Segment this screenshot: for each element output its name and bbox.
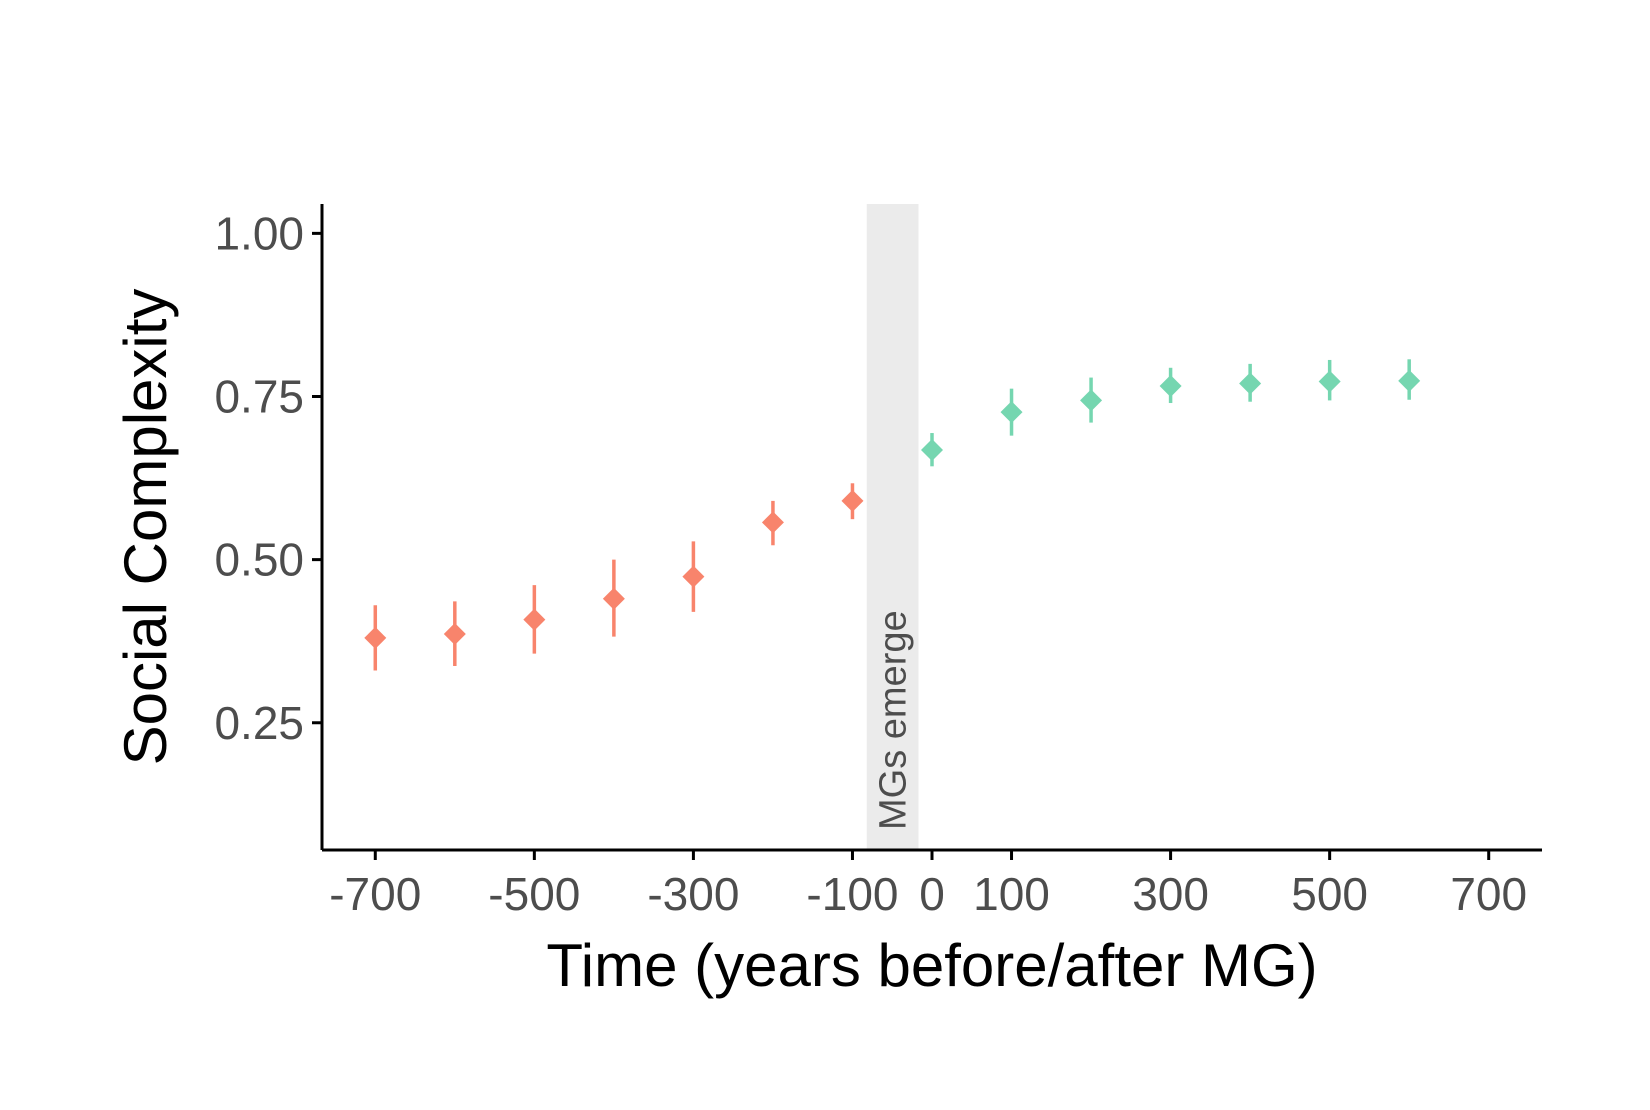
x-tick-label: -500 xyxy=(488,868,580,920)
x-axis-title: Time (years before/after MG) xyxy=(546,932,1317,999)
point-marker xyxy=(921,439,943,462)
x-tick-label: -300 xyxy=(647,868,739,920)
data-point xyxy=(761,500,784,546)
y-axis-title: Social Complexity xyxy=(112,289,179,766)
data-point xyxy=(364,605,387,671)
data-point xyxy=(443,601,466,666)
y-ticks: 0.25 0.50 0.75 1.00 xyxy=(214,207,322,749)
point-marker xyxy=(841,489,864,512)
point-marker xyxy=(682,565,705,588)
data-point xyxy=(1080,377,1103,423)
data-point xyxy=(1398,359,1421,400)
band-layer: MGs emerge xyxy=(866,204,919,850)
y-tick-label: 1.00 xyxy=(214,207,304,259)
mg-emerge-label: MGs emerge xyxy=(873,610,915,830)
point-marker xyxy=(1080,389,1103,412)
x-tick-label: 500 xyxy=(1291,868,1368,920)
point-marker xyxy=(1398,369,1421,392)
y-tick-label: 0.75 xyxy=(214,370,304,422)
point-marker xyxy=(443,623,466,646)
point-marker xyxy=(1159,375,1182,398)
y-tick-label: 0.25 xyxy=(214,697,304,749)
data-point xyxy=(682,541,705,612)
point-marker xyxy=(602,587,625,610)
point-marker xyxy=(761,511,784,534)
x-tick-label: -100 xyxy=(806,868,898,920)
x-ticks: -700 -500 -300 -100 0 100 300 500 700 xyxy=(329,850,1527,920)
data-point xyxy=(1318,359,1341,401)
point-marker xyxy=(523,608,546,631)
axes-layer xyxy=(320,204,1542,852)
y-tick-label: 0.50 xyxy=(214,534,304,586)
data-point xyxy=(602,559,625,637)
data-point xyxy=(921,433,943,467)
x-tick-label: 100 xyxy=(973,868,1050,920)
point-marker xyxy=(1000,401,1023,424)
x-tick-label: 300 xyxy=(1132,868,1209,920)
data-point xyxy=(1239,363,1262,402)
x-tick-label: 700 xyxy=(1450,868,1527,920)
data-point xyxy=(841,483,864,520)
data-point xyxy=(523,585,546,654)
mg-emerge-band xyxy=(866,204,919,850)
data-point xyxy=(1000,388,1023,436)
data-point xyxy=(1159,367,1182,404)
x-tick-label: 0 xyxy=(919,868,945,920)
point-marker xyxy=(364,626,387,649)
point-marker xyxy=(1318,370,1341,393)
point-marker xyxy=(1239,372,1262,395)
x-tick-label: -700 xyxy=(329,868,421,920)
data-points xyxy=(364,359,1421,671)
